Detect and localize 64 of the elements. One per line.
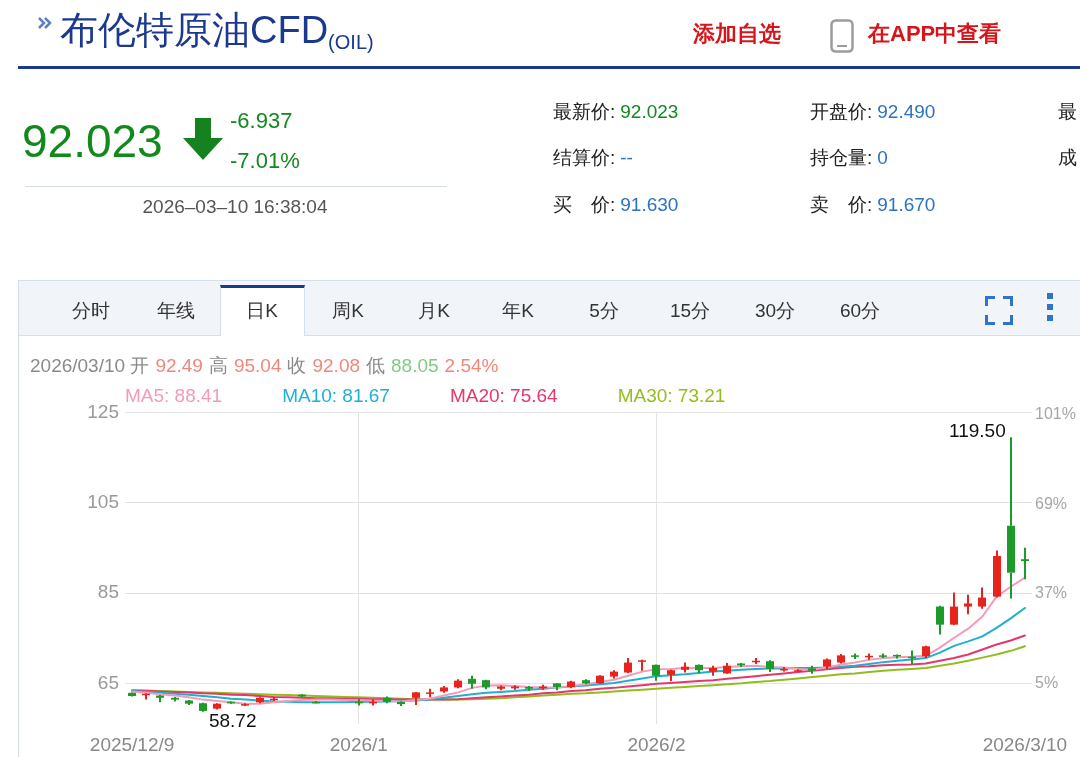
chart-title: 布伦特原油CFD$_{(OIL)}$ xyxy=(60,8,374,54)
x-tick-label: 2026/2 xyxy=(627,733,686,755)
text: 持仓量: xyxy=(810,147,873,169)
text: 开盘价: xyxy=(810,101,873,123)
text: 年线 xyxy=(157,300,195,322)
text: 92.023 xyxy=(22,114,163,168)
candlestick xyxy=(964,593,972,616)
text: 15分 xyxy=(669,300,711,322)
text: 60分 xyxy=(839,300,881,322)
y-tick-label: 85 xyxy=(97,581,119,603)
text: 92.490 xyxy=(877,101,936,123)
text: 收 xyxy=(287,355,307,377)
candlestick xyxy=(936,604,944,636)
x-tick-label: 2026/3/10 xyxy=(982,733,1068,755)
text: 95.04 xyxy=(233,355,282,377)
x-tick-label: 2025/12/9 xyxy=(89,733,175,755)
candlestick xyxy=(978,586,986,610)
text: -7.01% xyxy=(230,148,300,174)
text: 月K xyxy=(418,300,450,322)
text: 5分 xyxy=(589,300,619,322)
text: 92.08 xyxy=(312,355,361,377)
x-tick-label: 2026/1 xyxy=(329,733,388,755)
text: 分时 xyxy=(72,300,110,322)
y2-tick-label: 69% xyxy=(1035,494,1068,512)
text: 年K xyxy=(502,300,534,322)
text: 添加自选 xyxy=(693,21,781,47)
annotation: 119.50 xyxy=(949,420,1006,442)
candlestick xyxy=(1021,546,1029,581)
y2-tick-label: 37% xyxy=(1035,584,1068,602)
text: 2026/03/10 开 xyxy=(30,355,150,377)
text: 卖 价: xyxy=(810,194,873,216)
text: 高 xyxy=(208,355,228,377)
text: 最新价: xyxy=(553,101,616,123)
text: 2.54% xyxy=(444,355,499,377)
text: MA30: 73.21 xyxy=(617,385,726,407)
text: MA10: 81.67 xyxy=(282,385,390,407)
text: 低 xyxy=(366,355,386,377)
y2-tick-label: 5% xyxy=(1035,673,1059,691)
y-tick-label: 65 xyxy=(97,671,119,693)
text: 结算价: xyxy=(553,147,616,169)
y2-tick-label: 101% xyxy=(1035,405,1076,423)
text: 在APP中查看 xyxy=(868,21,1002,47)
text: -- xyxy=(620,147,633,169)
text: 2026–03–10 16:38:04 xyxy=(142,196,328,218)
candlestick xyxy=(1007,436,1015,600)
text: 88.05 xyxy=(391,355,439,377)
text: 买 价: xyxy=(553,194,616,216)
candlestick xyxy=(950,591,958,627)
y-tick-label: 125 xyxy=(87,400,119,422)
text: 30分 xyxy=(754,300,796,322)
text: 成 xyxy=(1058,147,1077,169)
text: 最 xyxy=(1058,101,1077,123)
text: MA5: 88.41 xyxy=(125,385,223,407)
text: 日K xyxy=(246,300,278,322)
text: 91.630 xyxy=(620,194,679,216)
text: 92.023 xyxy=(620,101,679,123)
y-tick-label: 105 xyxy=(87,490,119,512)
annotation: 58.72 xyxy=(208,710,257,732)
text: 92.49 xyxy=(155,355,203,377)
text: 0 xyxy=(877,147,888,169)
text: MA20: 75.64 xyxy=(449,385,558,407)
text: -6.937 xyxy=(230,108,293,134)
text: 91.670 xyxy=(877,194,936,216)
text: 周K xyxy=(332,300,364,322)
